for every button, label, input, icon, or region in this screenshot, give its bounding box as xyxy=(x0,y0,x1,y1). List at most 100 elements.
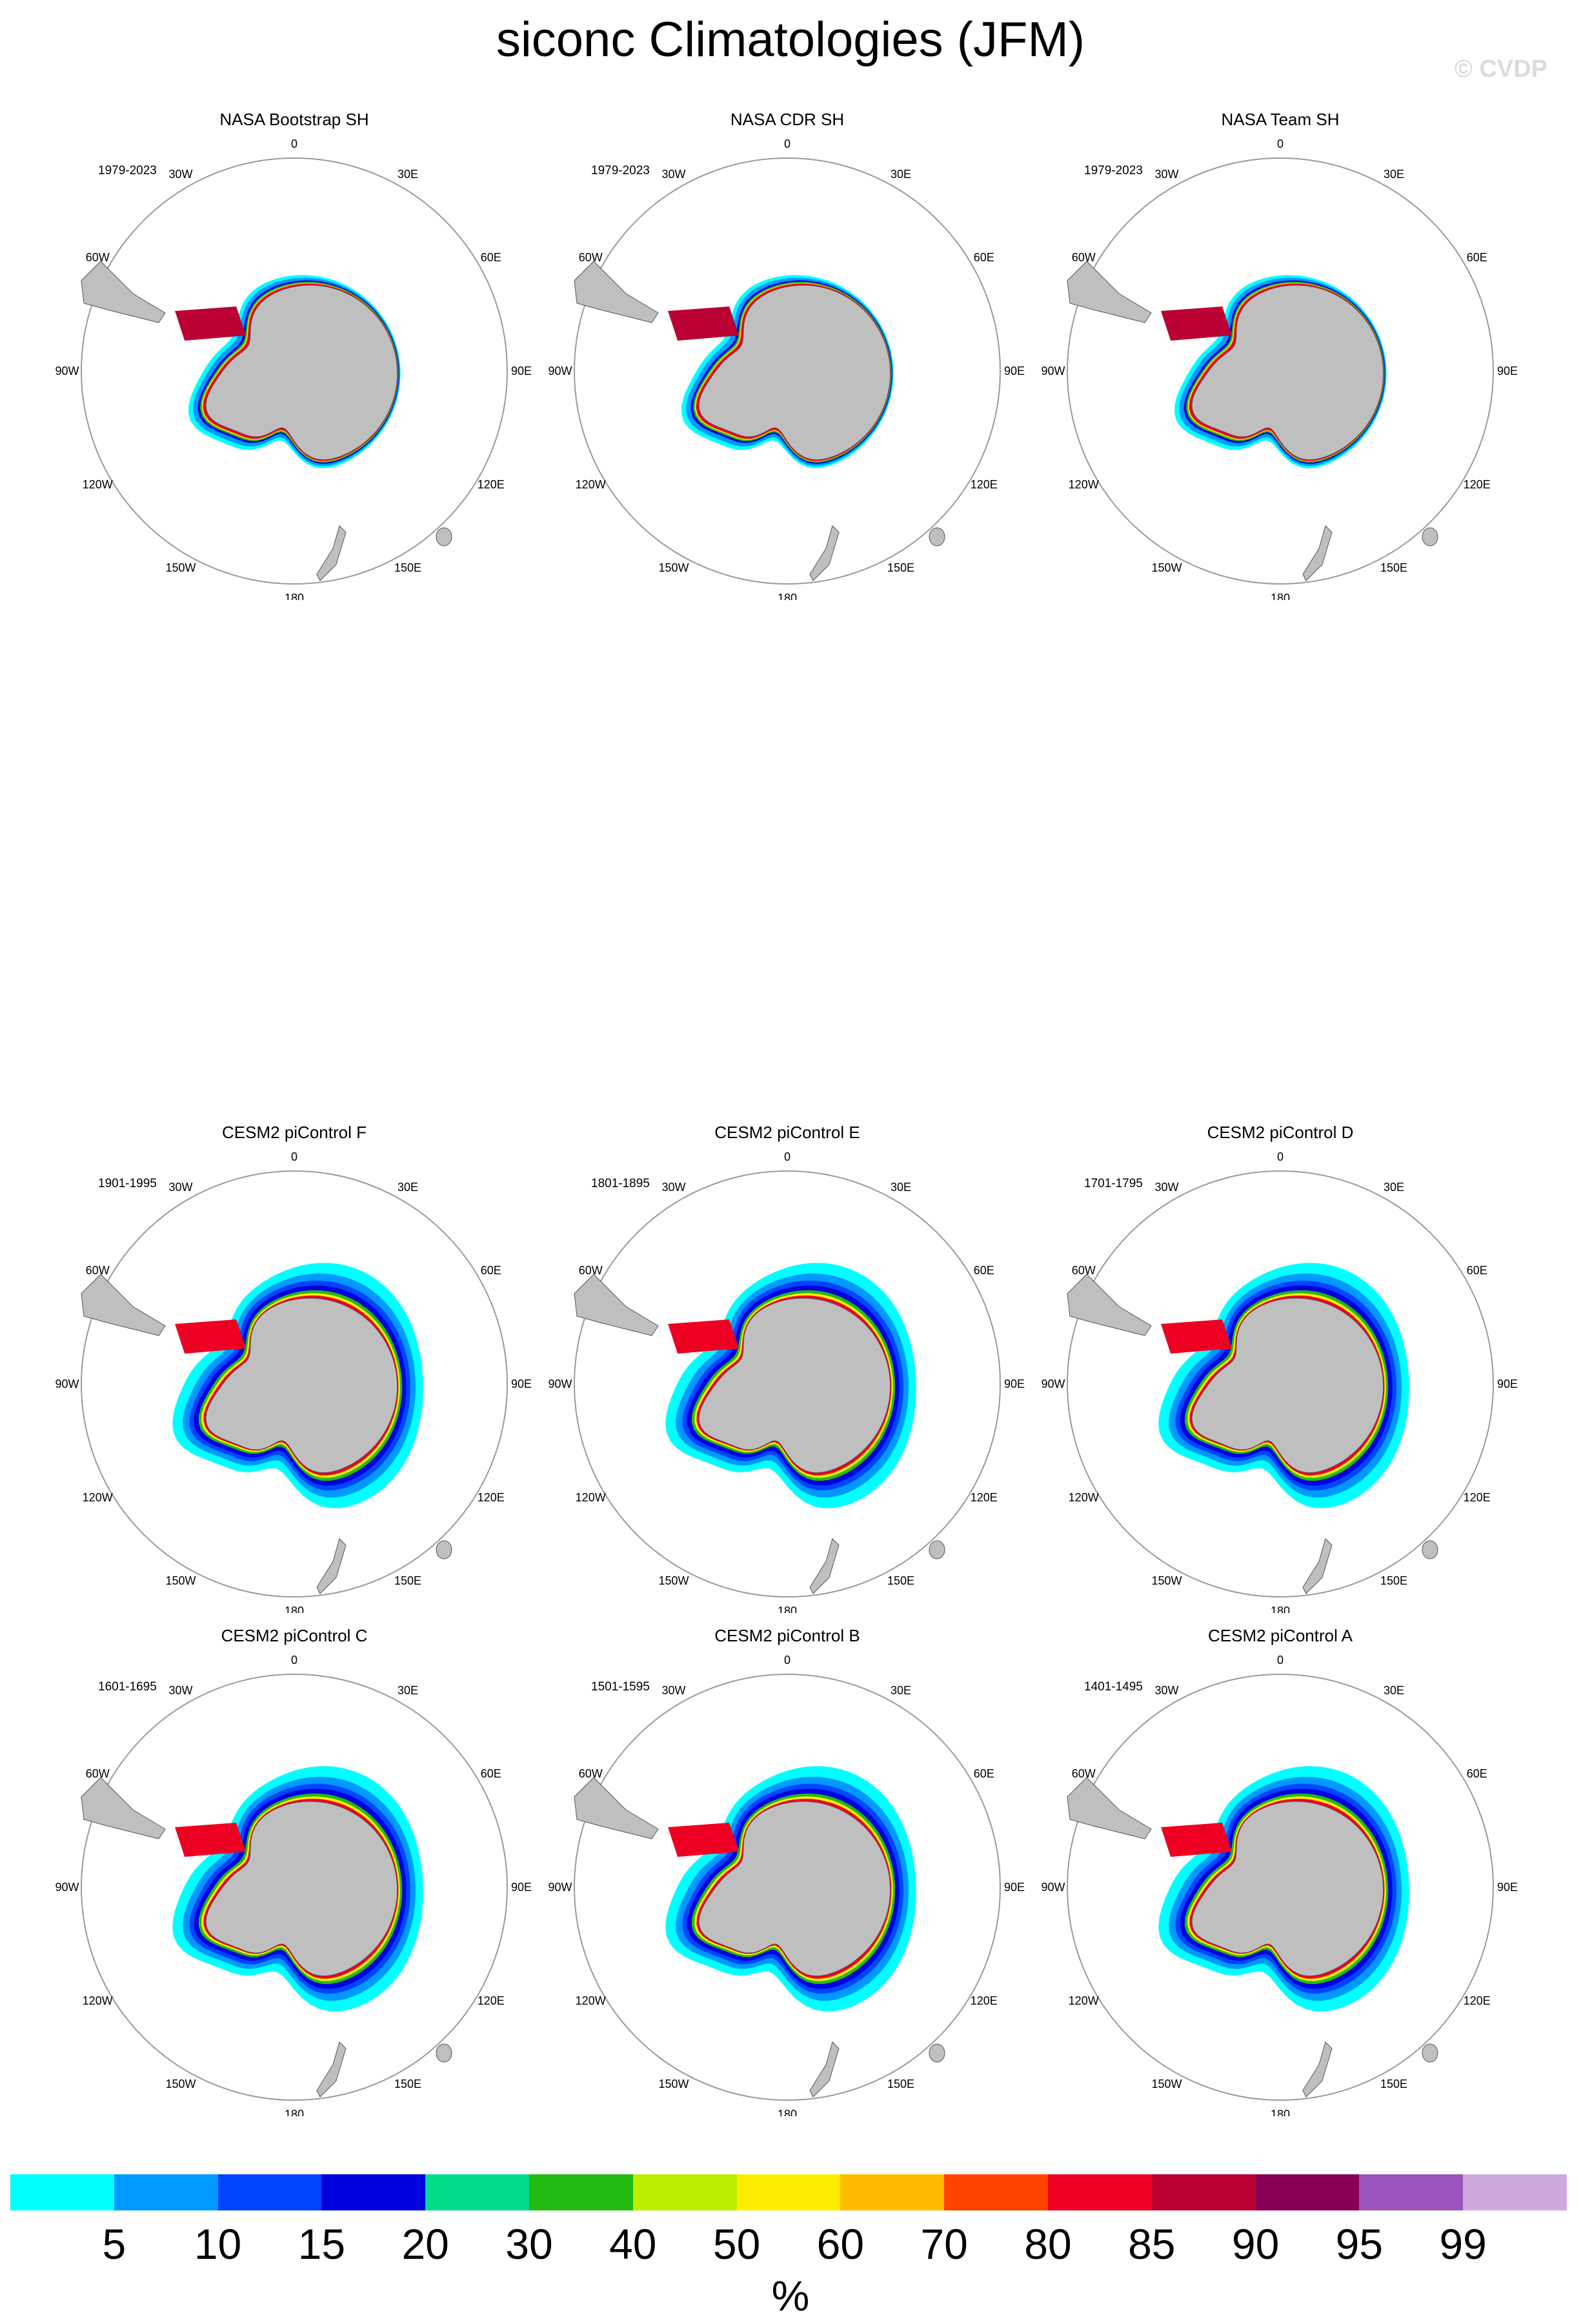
weddell-sea-ice xyxy=(668,1823,740,1857)
longitude-label: 90W xyxy=(1041,1377,1065,1390)
panel-title: CESM2 piControl C xyxy=(221,1626,368,1645)
longitude-label: 60W xyxy=(1072,251,1096,264)
longitude-label: 90W xyxy=(548,365,572,377)
colorbar-segment xyxy=(840,2174,945,2210)
longitude-label: 120E xyxy=(478,1994,505,2007)
longitude-label: 150W xyxy=(658,1574,689,1587)
antarctica-landmass xyxy=(698,1801,891,1977)
longitude-label: 30E xyxy=(891,1181,911,1194)
longitude-label: 60E xyxy=(481,1767,501,1780)
longitude-label: 120W xyxy=(1069,1491,1099,1504)
longitude-label: 150E xyxy=(394,561,421,574)
colorbar-segment xyxy=(944,2174,1048,2210)
longitude-label: 150W xyxy=(1151,1574,1182,1587)
longitude-label: 0 xyxy=(1277,1654,1284,1667)
longitude-label: 30E xyxy=(398,168,418,181)
longitude-label: 90W xyxy=(55,1881,79,1894)
colorbar-tick-label: 50 xyxy=(712,2220,761,2268)
colorbar-segment xyxy=(425,2174,529,2210)
panel-period: 1401-1495 xyxy=(1084,1680,1143,1694)
longitude-label: 120E xyxy=(1464,1491,1491,1504)
longitude-label: 120W xyxy=(576,1994,606,2007)
longitude-label: 120W xyxy=(1069,478,1099,491)
colorbar-segment xyxy=(529,2174,633,2210)
antarctica-landmass xyxy=(1191,1801,1384,1977)
new-zealand-landmass xyxy=(1302,525,1333,581)
longitude-label: 60E xyxy=(974,1264,994,1277)
new-zealand-landmass xyxy=(809,2041,840,2098)
longitude-label: 30E xyxy=(891,168,911,181)
colorbar-tick-label: 10 xyxy=(194,2220,242,2268)
longitude-label: 0 xyxy=(1277,1150,1284,1163)
map-boundary xyxy=(81,1674,508,2101)
longitude-label: 90E xyxy=(511,1881,532,1894)
panel-title: CESM2 piControl F xyxy=(222,1123,367,1142)
colorbar-segment xyxy=(1255,2174,1360,2210)
panel-title: CESM2 piControl D xyxy=(1207,1123,1354,1142)
longitude-label: 60E xyxy=(481,251,501,264)
longitude-label: 90E xyxy=(511,1377,532,1390)
tasmania-landmass xyxy=(929,2043,945,2063)
weddell-sea-ice xyxy=(1161,1319,1233,1354)
panel-period: 1901-1995 xyxy=(98,1177,157,1190)
longitude-label: 60E xyxy=(974,1767,994,1780)
longitude-label: 150E xyxy=(887,2078,914,2090)
south-america-landmass xyxy=(1067,1777,1152,1839)
tasmania-landmass xyxy=(1422,1540,1438,1559)
antarctica-landmass xyxy=(205,285,398,461)
longitude-label: 120E xyxy=(971,1994,998,2007)
longitude-label: 60E xyxy=(974,251,994,264)
map-panel: 0 30E 60E 90E 120E 150E 180 150W 120W 90W 60W 30W CE… xyxy=(49,1123,539,1613)
longitude-label: 30E xyxy=(891,1684,911,1697)
longitude-label: 120E xyxy=(971,478,998,491)
colorbar-segment xyxy=(1463,2174,1567,2210)
longitude-label: 0 xyxy=(291,1150,297,1163)
antarctica-landmass xyxy=(698,1297,891,1474)
new-zealand-landmass xyxy=(316,525,347,581)
map-boundary xyxy=(574,1170,1001,1598)
longitude-label: 90W xyxy=(1041,365,1065,377)
colorbar-tick-label: 99 xyxy=(1439,2220,1487,2268)
new-zealand-landmass xyxy=(316,2041,347,2098)
map-boundary xyxy=(81,1170,508,1598)
longitude-label: 0 xyxy=(1277,137,1284,150)
polar-map: 0 30E 60E 90E 120E 150E 180 150W 120W 90W 60W 30W xyxy=(55,1150,532,1613)
map-boundary xyxy=(1067,1674,1494,2101)
longitude-label: 0 xyxy=(291,1654,297,1667)
longitude-label: 120E xyxy=(478,478,505,491)
weddell-sea-ice xyxy=(668,1319,740,1354)
longitude-label: 0 xyxy=(784,1150,790,1163)
colorbar-segment xyxy=(1359,2174,1464,2210)
south-america-landmass xyxy=(81,1777,166,1839)
new-zealand-landmass xyxy=(1302,1538,1333,1594)
longitude-label: 90E xyxy=(1004,1881,1025,1894)
longitude-label: 180 xyxy=(285,1605,304,1613)
longitude-label: 120W xyxy=(83,1491,113,1504)
polar-map: 0 30E 60E 90E 120E 150E 180 150W 120W 90W 60W 30W xyxy=(55,1654,532,2116)
colorbar-tick-label: 5 xyxy=(102,2220,126,2268)
longitude-label: 30E xyxy=(1384,1684,1404,1697)
weddell-sea-ice xyxy=(1161,1823,1233,1857)
weddell-sea-ice xyxy=(668,306,740,341)
map-panel: 0 30E 60E 90E 120E 150E 180 150W 120W 90W 60W 30W NA… xyxy=(49,110,539,600)
longitude-label: 180 xyxy=(1271,592,1290,600)
longitude-label: 60W xyxy=(579,1767,603,1780)
colorbar-tick-label: 60 xyxy=(816,2220,865,2268)
antarctica-landmass xyxy=(205,1297,398,1474)
longitude-label: 120W xyxy=(83,1994,113,2007)
colorbar xyxy=(10,2174,1567,2210)
longitude-label: 150W xyxy=(165,2078,196,2090)
panel-title: NASA Bootstrap SH xyxy=(219,110,369,129)
longitude-label: 30W xyxy=(661,168,685,181)
tasmania-landmass xyxy=(929,527,945,546)
longitude-label: 120W xyxy=(576,1491,606,1504)
longitude-label: 30W xyxy=(661,1181,685,1194)
panel-title: CESM2 piControl A xyxy=(1208,1626,1353,1645)
longitude-label: 180 xyxy=(778,592,797,600)
longitude-label: 60E xyxy=(481,1264,501,1277)
map-boundary xyxy=(1067,157,1494,585)
longitude-label: 150W xyxy=(165,561,196,574)
longitude-label: 90W xyxy=(1041,1881,1065,1894)
weddell-sea-ice xyxy=(1161,306,1233,341)
longitude-label: 90E xyxy=(1497,1377,1518,1390)
